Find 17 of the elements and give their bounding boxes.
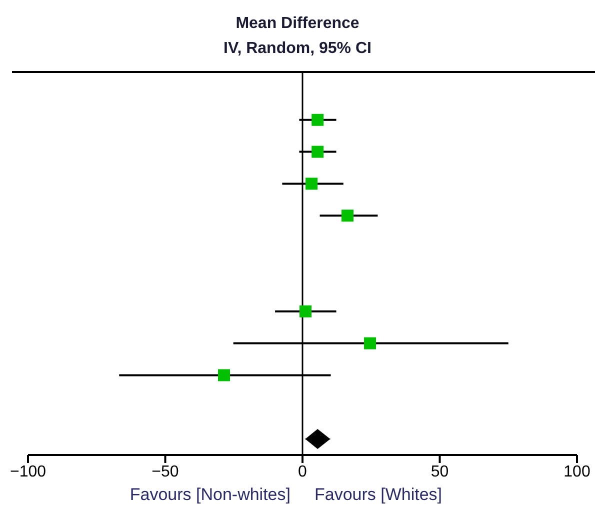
point <box>218 369 230 382</box>
point <box>306 178 318 190</box>
point <box>305 429 330 450</box>
x-tick-label: 0 <box>298 463 308 480</box>
x-tick-label: 50 <box>430 463 449 480</box>
x-tick-label: 100 <box>564 463 590 480</box>
point <box>300 305 312 318</box>
chart-title: Mean Difference <box>234 15 360 33</box>
point <box>312 146 324 158</box>
point <box>342 210 354 222</box>
point <box>312 114 324 126</box>
x-tick-label: −50 <box>152 463 179 480</box>
text: Favours [Non-whites] <box>130 485 290 505</box>
point <box>364 337 376 350</box>
chart-subtitle: IV, Random, 95% CI <box>222 40 372 58</box>
x-tick-label: −100 <box>10 463 46 480</box>
text: Favours [Whites] <box>314 485 442 505</box>
